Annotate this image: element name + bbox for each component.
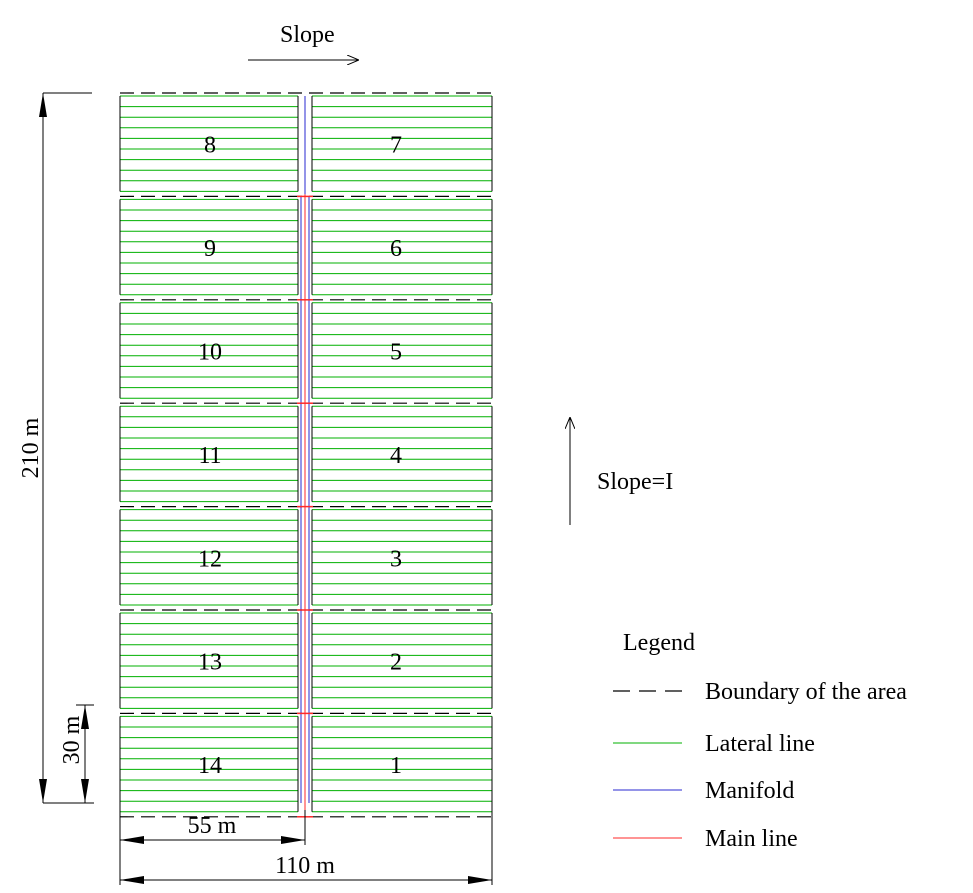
- block-label-left: 8: [204, 133, 216, 159]
- block-label-right: 7: [390, 133, 402, 159]
- block-label-right: 2: [390, 650, 402, 676]
- legend-title: Legend: [623, 630, 695, 656]
- legend-lateral-label: Lateral line: [705, 731, 815, 757]
- dim-30-label: 30 m: [59, 715, 85, 764]
- legend: Legend Boundary of the area Lateral line…: [613, 630, 907, 852]
- block-label-left: 13: [198, 650, 222, 676]
- block-label-right: 5: [390, 340, 402, 366]
- block-label-right: 1: [390, 753, 402, 779]
- dim-210-label: 210 m: [18, 417, 44, 478]
- legend-manifold-label: Manifold: [705, 778, 794, 804]
- block-label-left: 11: [198, 443, 221, 469]
- slope-top-label: Slope: [280, 22, 335, 48]
- block-label-left: 14: [198, 753, 222, 779]
- block-label-left: 10: [198, 340, 222, 366]
- block-label-right: 4: [390, 443, 402, 469]
- block-label-right: 3: [390, 546, 402, 572]
- dim-110-label: 110 m: [275, 853, 335, 879]
- block-label-right: 6: [390, 236, 402, 262]
- legend-boundary-label: Boundary of the area: [705, 679, 907, 705]
- block-label-left: 12: [198, 546, 222, 572]
- block-labels: 8 7 9 6 10 5 11 4 12 3 13 2 14 1: [198, 133, 402, 779]
- slope-side-label: Slope=I: [597, 469, 673, 495]
- block-label-left: 9: [204, 236, 216, 262]
- field-layout: [119, 92, 493, 821]
- legend-mainline-label: Main line: [705, 826, 798, 852]
- dim-55-label: 55 m: [188, 813, 237, 839]
